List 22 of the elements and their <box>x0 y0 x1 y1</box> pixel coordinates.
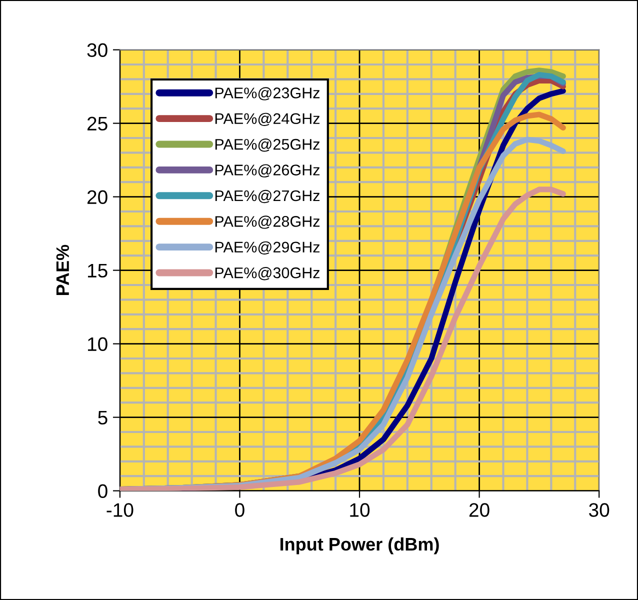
x-tick-label: 20 <box>469 503 490 517</box>
legend-label: PAE%@29GHz <box>215 241 320 255</box>
x-axis-title: Input Power (dBm) <box>280 537 439 554</box>
legend-label: PAE%@24GHz <box>215 112 320 126</box>
legend-label: PAE%@25GHz <box>215 138 320 152</box>
x-tick-label: -10 <box>106 503 134 517</box>
legend-label: PAE%@26GHz <box>215 164 320 178</box>
y-tick-label: 30 <box>87 43 108 58</box>
y-tick-label: 10 <box>88 337 108 352</box>
legend-label: PAE%@27GHz <box>215 190 320 204</box>
legend-label: PAE%@23GHz <box>215 87 320 100</box>
y-tick-label: 5 <box>98 410 108 425</box>
y-tick-label: 20 <box>87 190 108 204</box>
x-tick-label: 10 <box>350 503 370 517</box>
y-tick-label: 0 <box>98 484 108 498</box>
legend-label: PAE%@28GHz <box>215 216 320 229</box>
y-tick-label: 25 <box>87 116 108 131</box>
x-tick-label: 0 <box>235 503 244 517</box>
y-tick-label: 15 <box>88 264 108 278</box>
x-tick-label: 30 <box>589 503 610 517</box>
legend-label: PAE%@30GHz <box>215 267 320 280</box>
y-axis-title: PAE% <box>56 244 70 296</box>
